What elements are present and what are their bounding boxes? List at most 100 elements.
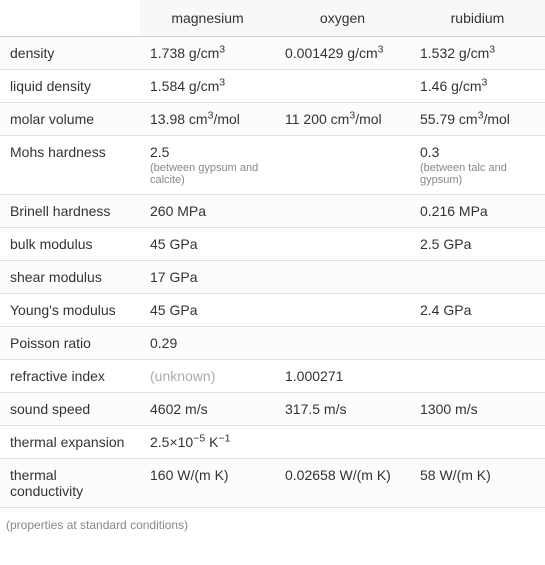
- cell: [275, 70, 410, 103]
- cell: [410, 426, 545, 459]
- cell: [275, 327, 410, 360]
- table-row: refractive index (unknown) 1.000271: [0, 360, 545, 393]
- table-row: shear modulus 17 GPa: [0, 261, 545, 294]
- table-row: thermal expansion 2.5×10−5 K−1: [0, 426, 545, 459]
- cell-value: 1.584 g/cm3: [150, 78, 225, 94]
- row-label: Brinell hardness: [0, 195, 140, 228]
- cell: 0.216 MPa: [410, 195, 545, 228]
- cell: 0.02658 W/(m K): [275, 459, 410, 508]
- cell-value: 0.29: [150, 335, 177, 351]
- row-label: density: [0, 37, 140, 70]
- cell: 1.46 g/cm3: [410, 70, 545, 103]
- cell: 45 GPa: [140, 294, 275, 327]
- table-row: bulk modulus 45 GPa 2.5 GPa: [0, 228, 545, 261]
- table-row: density 1.738 g/cm3 0.001429 g/cm3 1.532 g/…: [0, 37, 545, 70]
- cell-value: 2.5: [150, 144, 169, 160]
- cell-value: 58 W/(m K): [420, 467, 491, 483]
- cell: 317.5 m/s: [275, 393, 410, 426]
- cell: 1.000271: [275, 360, 410, 393]
- cell: 0.29: [140, 327, 275, 360]
- cell-value: 11 200 cm3/mol: [285, 111, 382, 127]
- cell: 260 MPa: [140, 195, 275, 228]
- row-label: Mohs hardness: [0, 136, 140, 195]
- cell-value: 1300 m/s: [420, 401, 478, 417]
- cell: 2.5×10−5 K−1: [140, 426, 275, 459]
- cell: 0.3 (between talc and gypsum): [410, 136, 545, 195]
- table-row: sound speed 4602 m/s 317.5 m/s 1300 m/s: [0, 393, 545, 426]
- cell: 4602 m/s: [140, 393, 275, 426]
- cell: [410, 360, 545, 393]
- cell-value: 260 MPa: [150, 203, 206, 219]
- cell-value: 0.3: [420, 144, 439, 160]
- table-body: density 1.738 g/cm3 0.001429 g/cm3 1.532 g/…: [0, 37, 545, 508]
- cell-value: 2.4 GPa: [420, 302, 471, 318]
- cell: 13.98 cm3/mol: [140, 103, 275, 136]
- cell: 11 200 cm3/mol: [275, 103, 410, 136]
- cell: 1.738 g/cm3: [140, 37, 275, 70]
- header-row: magnesium oxygen rubidium: [0, 0, 545, 37]
- cell: [275, 294, 410, 327]
- cell: 45 GPa: [140, 228, 275, 261]
- cell-value: 4602 m/s: [150, 401, 208, 417]
- row-label: bulk modulus: [0, 228, 140, 261]
- cell-value: 160 W/(m K): [150, 467, 229, 483]
- cell-value: 2.5×10−5 K−1: [150, 434, 230, 450]
- row-label: molar volume: [0, 103, 140, 136]
- cell: [275, 195, 410, 228]
- table-row: Young's modulus 45 GPa 2.4 GPa: [0, 294, 545, 327]
- cell: 160 W/(m K): [140, 459, 275, 508]
- cell: (unknown): [140, 360, 275, 393]
- properties-table: magnesium oxygen rubidium density 1.738 g…: [0, 0, 545, 508]
- cell: 2.5 GPa: [410, 228, 545, 261]
- cell: 2.5 (between gypsum and calcite): [140, 136, 275, 195]
- table-row: Mohs hardness 2.5 (between gypsum and calc…: [0, 136, 545, 195]
- cell: [275, 228, 410, 261]
- cell-value: 1.532 g/cm3: [420, 45, 495, 61]
- cell-subtext: (between gypsum and calcite): [150, 162, 265, 186]
- table-row: liquid density 1.584 g/cm3 1.46 g/cm3: [0, 70, 545, 103]
- row-label: thermal expansion: [0, 426, 140, 459]
- cell: 1300 m/s: [410, 393, 545, 426]
- header-col-3: rubidium: [410, 0, 545, 37]
- cell-value: 0.02658 W/(m K): [285, 467, 391, 483]
- cell-value: 2.5 GPa: [420, 236, 471, 252]
- cell: 58 W/(m K): [410, 459, 545, 508]
- cell-value: 0.216 MPa: [420, 203, 488, 219]
- cell: 55.79 cm3/mol: [410, 103, 545, 136]
- cell: [410, 327, 545, 360]
- cell-value: (unknown): [150, 368, 215, 384]
- cell-value: 13.98 cm3/mol: [150, 111, 240, 127]
- row-label: Young's modulus: [0, 294, 140, 327]
- cell-value: 0.001429 g/cm3: [285, 45, 383, 61]
- header-col-2: oxygen: [275, 0, 410, 37]
- cell: 0.001429 g/cm3: [275, 37, 410, 70]
- header-empty: [0, 0, 140, 37]
- footnote: (properties at standard conditions): [0, 508, 545, 542]
- cell-value: 317.5 m/s: [285, 401, 346, 417]
- row-label: liquid density: [0, 70, 140, 103]
- header-col-1: magnesium: [140, 0, 275, 37]
- cell-value: 45 GPa: [150, 302, 197, 318]
- table-row: Poisson ratio 0.29: [0, 327, 545, 360]
- cell-value: 55.79 cm3/mol: [420, 111, 510, 127]
- cell: 2.4 GPa: [410, 294, 545, 327]
- cell-subtext: (between talc and gypsum): [420, 162, 535, 186]
- cell: [275, 261, 410, 294]
- row-label: refractive index: [0, 360, 140, 393]
- table-row: thermal conductivity160 W/(m K)0.02658 W…: [0, 459, 545, 508]
- table-row: Brinell hardness 260 MPa 0.216 MPa: [0, 195, 545, 228]
- row-label: Poisson ratio: [0, 327, 140, 360]
- cell: [275, 136, 410, 195]
- cell-value: 1.000271: [285, 368, 343, 384]
- cell: 1.532 g/cm3: [410, 37, 545, 70]
- row-label: sound speed: [0, 393, 140, 426]
- cell-value: 45 GPa: [150, 236, 197, 252]
- cell: [275, 426, 410, 459]
- row-label: shear modulus: [0, 261, 140, 294]
- table-row: molar volume 13.98 cm3/mol 11 200 cm3/mol 5…: [0, 103, 545, 136]
- cell: 17 GPa: [140, 261, 275, 294]
- cell-value: 1.738 g/cm3: [150, 45, 225, 61]
- cell: [410, 261, 545, 294]
- cell-value: 17 GPa: [150, 269, 197, 285]
- cell: 1.584 g/cm3: [140, 70, 275, 103]
